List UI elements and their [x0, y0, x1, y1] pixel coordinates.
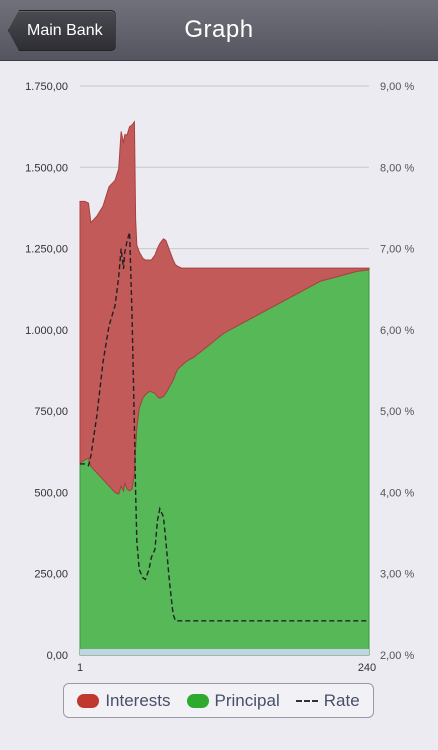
axis-labels: 0,00 250,00 500,00 750,00 1.000,00 1.250,00 1.… — [25, 81, 414, 674]
chart-legend: Interests Principal Rate — [63, 683, 374, 718]
interests-area — [79, 120, 370, 495]
y-right-tick-label: 4,00 % — [380, 487, 414, 499]
legend-label-rate: Rate — [323, 690, 360, 710]
page-title: Graph — [184, 16, 254, 43]
y-right-tick-label: 5,00 % — [380, 406, 414, 418]
y-left-tick-label: 250,00 — [34, 569, 68, 581]
y-left-tick-label: 1.500,00 — [25, 162, 68, 174]
y-right-tick-label: 2,00 % — [380, 650, 414, 662]
y-left-tick-label: 1.250,00 — [25, 244, 68, 256]
baseline-band — [80, 649, 369, 655]
interests-swatch — [77, 693, 100, 708]
rate-line — [80, 232, 369, 622]
legend-item-rate: Rate — [295, 690, 360, 711]
legend-item-principal: Principal — [186, 690, 280, 711]
graph-area: 0,00 250,00 500,00 750,00 1.000,00 1.250,00 1.… — [0, 61, 438, 691]
x-tick-label: 240 — [358, 662, 376, 674]
y-right-tick-label: 8,00 % — [380, 162, 414, 174]
legend-item-interests: Interests — [77, 690, 171, 711]
back-button[interactable]: Main Bank — [8, 10, 116, 51]
y-right-tick-label: 7,00 % — [380, 244, 414, 256]
legend-label-interests: Interests — [105, 690, 171, 710]
y-left-tick-label: 500,00 — [34, 487, 68, 499]
y-right-tick-label: 3,00 % — [380, 569, 414, 581]
navigation-bar: Graph Main Bank — [0, 0, 438, 61]
y-right-tick-label: 6,00 % — [380, 325, 414, 337]
y-left-tick-label: 1.000,00 — [25, 325, 68, 337]
rate-swatch — [295, 699, 318, 702]
series-areas — [79, 120, 370, 656]
rate-line-layer — [80, 232, 369, 622]
x-tick-label: 1 — [77, 662, 83, 674]
loan-chart: 0,00 250,00 500,00 750,00 1.000,00 1.250,00 1.… — [25, 81, 414, 674]
principal-swatch — [186, 693, 209, 708]
y-left-tick-label: 1.750,00 — [25, 81, 68, 93]
y-left-tick-label: 0,00 — [47, 650, 68, 662]
legend-label-principal: Principal — [214, 690, 280, 710]
y-left-tick-label: 750,00 — [34, 406, 68, 418]
y-right-tick-label: 9,00 % — [380, 81, 414, 93]
